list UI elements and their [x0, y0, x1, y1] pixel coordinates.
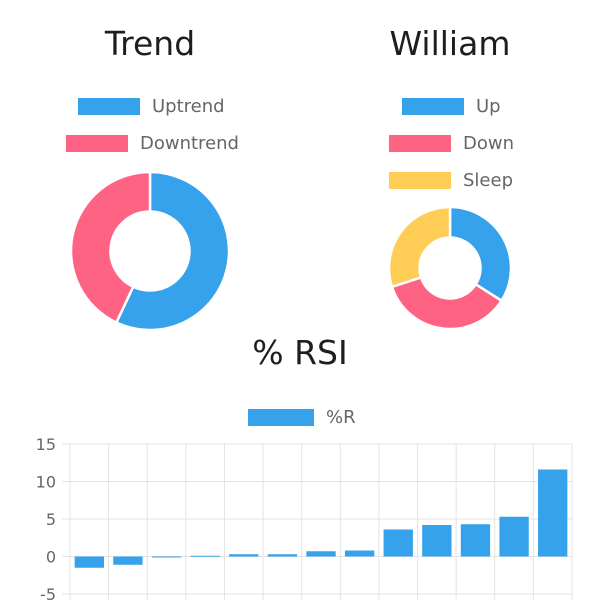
- legend-item-sleep[interactable]: Sleep: [389, 169, 514, 191]
- bar-6[interactable]: [267, 554, 298, 557]
- legend-label-pct-r: %R: [326, 406, 356, 428]
- william-slice-sleep[interactable]: [387, 205, 452, 289]
- y-tick-label: 10: [36, 473, 56, 492]
- bar-12[interactable]: [499, 516, 529, 557]
- legend-label-up: Up: [476, 95, 501, 117]
- bar-13[interactable]: [538, 469, 568, 557]
- bar-5[interactable]: [229, 554, 259, 557]
- y-tick-label: 15: [36, 435, 56, 454]
- rsi-bar-chart: 15 10 5 0 -5: [36, 435, 573, 600]
- legend-item-pct-r[interactable]: %R: [248, 406, 356, 428]
- bar-8[interactable]: [344, 550, 375, 557]
- legend-item-down[interactable]: Down: [389, 132, 515, 154]
- legend-item-uptrend[interactable]: Uptrend: [78, 95, 225, 117]
- y-tick-label: -5: [40, 585, 56, 600]
- trend-slice-downtrend[interactable]: [69, 170, 152, 325]
- legend-label-downtrend: Downtrend: [140, 132, 239, 154]
- william-slice-down[interactable]: [390, 275, 504, 331]
- legend-label-uptrend: Uptrend: [152, 95, 225, 117]
- legend-label-sleep: Sleep: [463, 169, 514, 191]
- trend-slice-uptrend[interactable]: [114, 170, 231, 332]
- bar-7[interactable]: [306, 551, 336, 557]
- legend-swatch-downtrend: [66, 134, 128, 152]
- legend-label-down: Down: [463, 132, 515, 154]
- legend-swatch-down: [389, 134, 451, 152]
- rsi-chart-title: % RSI: [252, 333, 348, 372]
- william-doughnut-chart: [387, 205, 513, 331]
- bar-1[interactable]: [74, 556, 104, 568]
- bar-2[interactable]: [113, 556, 143, 565]
- bar-9[interactable]: [383, 529, 413, 557]
- legend-swatch-up: [402, 97, 464, 115]
- bar-4[interactable]: [190, 555, 220, 557]
- bar-11[interactable]: [460, 524, 491, 557]
- trend-doughnut-chart: [69, 170, 231, 332]
- legend-item-up[interactable]: Up: [402, 95, 501, 117]
- y-tick-label: 5: [46, 510, 56, 529]
- legend-swatch-sleep: [389, 171, 451, 189]
- legend-swatch-uptrend: [78, 97, 140, 115]
- legend-item-downtrend[interactable]: Downtrend: [66, 132, 239, 154]
- william-slice-up[interactable]: [448, 205, 513, 303]
- william-chart-title: William: [389, 24, 511, 63]
- bar-3[interactable]: [151, 556, 182, 558]
- bar-10[interactable]: [422, 525, 452, 557]
- trend-chart-title: Trend: [104, 24, 196, 63]
- y-tick-label: 0: [46, 548, 56, 567]
- legend-swatch-pct-r: [248, 408, 314, 426]
